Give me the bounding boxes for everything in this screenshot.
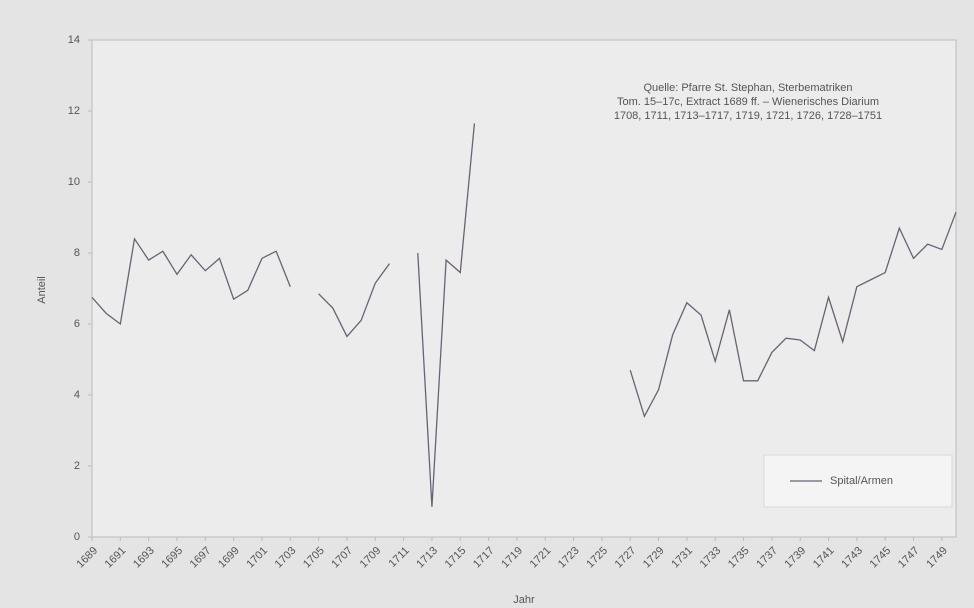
y-tick-label: 4 [74,389,80,401]
plot-area [91,39,957,538]
data-line [417,123,476,507]
annotation: Quelle: Pfarre St. Stephan, Sterbematrik… [643,82,852,94]
y-tick-label: 12 [68,105,80,117]
data-line [629,211,957,418]
annotation: Tom. 15–17c, Extract 1689 ff. – Wieneris… [617,96,879,108]
y-tick-label: 10 [68,176,80,188]
y-tick-label: 14 [68,34,80,46]
data-line [91,237,291,326]
annotation: 1708, 1711, 1713–1717, 1719, 1721, 1726,… [614,110,882,122]
y-tick-label: 8 [74,247,80,259]
legend-label: Spital/Armen [830,475,893,487]
data-line [318,263,390,338]
y-axis-label: Anteil [36,276,48,304]
x-axis-label: Jahr [513,594,535,606]
y-tick-label: 6 [74,318,80,330]
y-tick-label: 2 [74,460,80,472]
y-tick-label: 0 [74,531,80,543]
